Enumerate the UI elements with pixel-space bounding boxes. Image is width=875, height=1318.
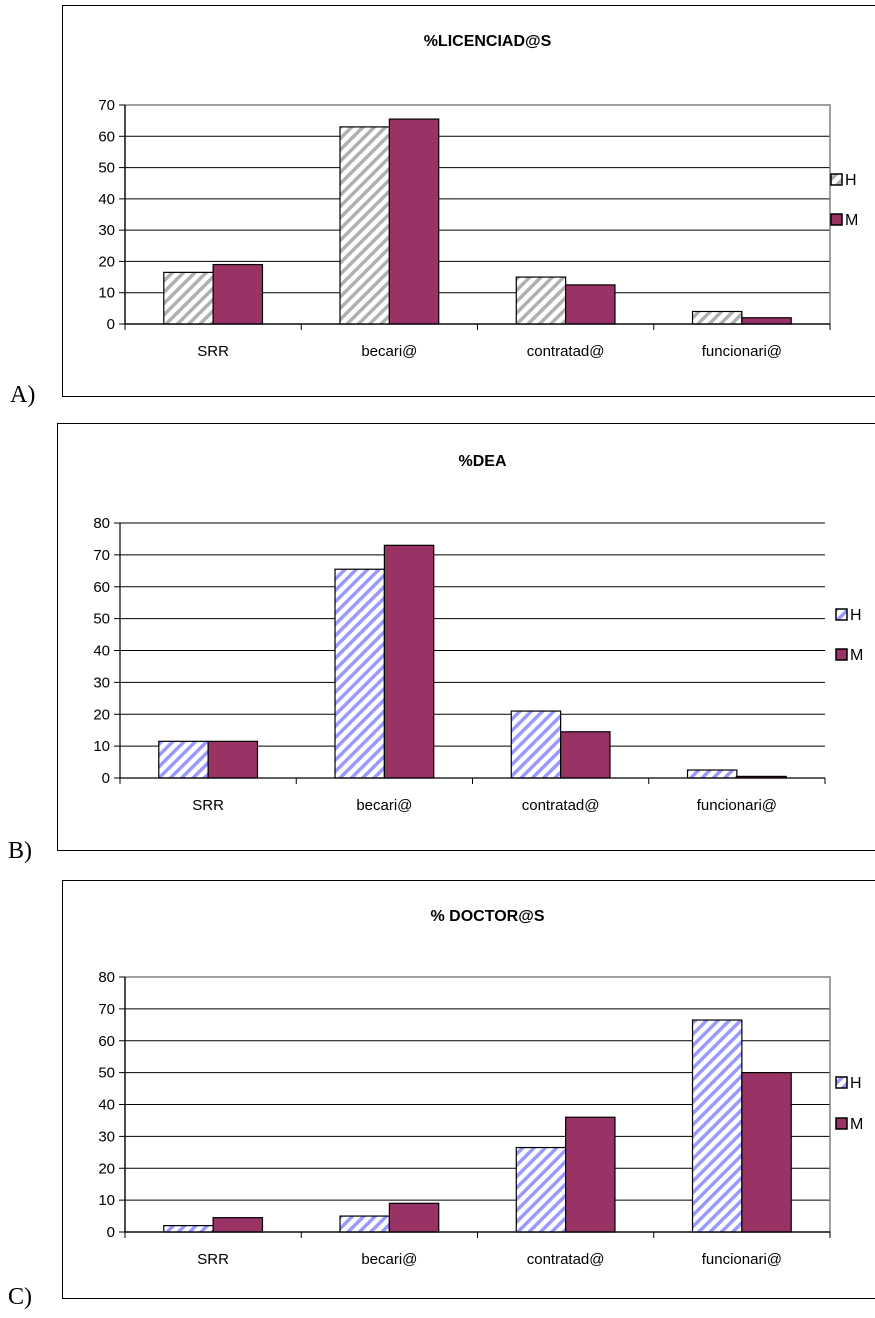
x-tick-label: becari@ [361,343,417,360]
y-tick-label: 50 [98,160,115,177]
y-tick-label: 70 [93,547,110,564]
bar-h-2 [515,276,567,325]
bar-m-2 [560,731,611,779]
y-tick-label: 0 [102,770,110,787]
legend-label-m: M [845,212,858,229]
x-tick-label: SRR [197,343,229,360]
bar-h-1 [334,568,385,779]
legend-label-h: H [850,1075,862,1092]
bar-h-3 [691,310,743,325]
x-tick-label: becari@ [361,1251,417,1268]
bar-m-1 [383,544,435,779]
bar-h-2 [515,1146,567,1233]
chart-doctores: % DOCTOR@S SRR becari@ contratad@ funcionari… [98,908,863,1268]
legend-swatch-m [835,1117,848,1130]
bar-m-2 [565,284,616,325]
y-tick-label: 10 [93,738,110,755]
chart-title: %LICENCIAD@S [424,33,552,50]
y-tick-label: 70 [98,1001,115,1018]
y-tick-label: 80 [93,515,110,532]
panel-label-a: A) [10,382,36,408]
y-tick-label: 0 [107,1224,115,1241]
y-tick-label: 70 [98,97,115,114]
y-tick-label: 20 [93,706,110,723]
legend-swatch-h [835,1076,848,1089]
x-tick-label: funcionari@ [702,1251,782,1268]
y-tick-label: 10 [98,1192,115,1209]
x-tick-label: contratad@ [522,797,600,814]
y-tick-label: 60 [98,128,115,145]
chart-title: %DEA [458,453,506,470]
bar-h-1 [339,126,390,325]
chart-licenciados-container: %LICENCIAD@S SRR becari@ contratad@ funciona… [62,5,875,397]
chart-licenciados: %LICENCIAD@S SRR becari@ contratad@ funciona… [98,33,858,360]
y-tick-label: 60 [93,579,110,596]
y-tick-label: 20 [98,1160,115,1177]
y-tick-label: 20 [98,253,115,270]
bar-m-3 [741,1072,792,1233]
y-tick-label: 30 [98,222,115,239]
legend-swatch-m [830,213,843,226]
bar-m-3 [741,317,792,325]
bar-m-1 [388,1202,440,1233]
y-tick-label: 80 [98,969,115,986]
chart-dea-container: %DEA SRR becari@ contratad@ funcionari@ 0 10 20… [57,423,875,851]
legend-label-m: M [850,647,863,664]
bar-h-0 [163,1225,214,1233]
bar-m-0 [212,1217,264,1233]
y-tick-label: 40 [93,643,110,660]
legend-label-h: H [850,607,862,624]
bar-m-0 [212,263,264,325]
y-tick-label: 0 [107,316,115,333]
x-tick-label: funcionari@ [702,343,782,360]
y-tick-label: 40 [98,191,115,208]
y-tick-label: 50 [98,1065,115,1082]
panel-label-b: B) [8,838,32,864]
y-tick-label: 10 [98,285,115,302]
y-tick-label: 30 [93,674,110,691]
chart-doctores-container: % DOCTOR@S SRR becari@ contratad@ funcionari… [62,880,875,1299]
bar-h-0 [158,740,209,779]
x-tick-label: contratad@ [527,1251,605,1268]
panel-label-c: C) [8,1284,32,1310]
legend-swatch-h [830,173,843,186]
x-tick-label: funcionari@ [697,797,777,814]
chart-title: % DOCTOR@S [431,908,545,925]
x-tick-label: SRR [192,797,224,814]
bar-m-0 [207,740,259,779]
legend-label-h: H [845,172,857,189]
x-tick-label: contratad@ [527,343,605,360]
x-tick-label: SRR [197,1251,229,1268]
y-tick-label: 40 [98,1097,115,1114]
x-tick-label: becari@ [356,797,412,814]
y-tick-label: 30 [98,1128,115,1145]
bar-h-2 [510,710,562,779]
y-tick-label: 50 [93,611,110,628]
bar-h-0 [163,271,214,325]
chart-dea: %DEA SRR becari@ contratad@ funcionari@ 0 10 20… [93,453,863,814]
legend-swatch-m [835,648,848,661]
bar-h-3 [686,769,738,779]
bar-m-1 [388,118,440,325]
bar-m-2 [565,1116,616,1233]
legend-label-m: M [850,1116,863,1133]
y-tick-label: 60 [98,1033,115,1050]
legend-swatch-h [835,608,848,621]
bar-h-1 [339,1215,390,1233]
bar-h-3 [691,1019,743,1233]
